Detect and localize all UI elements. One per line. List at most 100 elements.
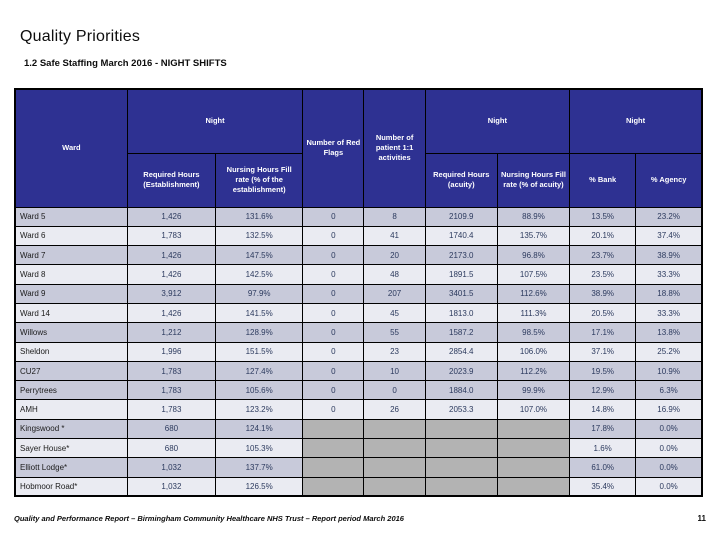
cell-fill_est: 123.2% [215, 399, 304, 420]
cell-one_to_one: 26 [363, 399, 426, 420]
cell-fill_est: 147.5% [215, 245, 304, 266]
cell-agency: 10.9% [635, 360, 703, 382]
cell-req_est: 1,426 [126, 264, 217, 285]
cell-req_acuity: 2023.9 [424, 360, 498, 382]
cell-req_acuity: 2173.0 [424, 245, 498, 266]
cell-red_flags [302, 457, 365, 478]
cell-bank: 20.5% [569, 302, 637, 324]
cell-req_est: 1,783 [126, 399, 217, 420]
cell-red_flags: 0 [302, 302, 365, 324]
cell-req_est: 1,426 [126, 302, 217, 324]
cell-one_to_one: 20 [363, 245, 426, 266]
cell-agency: 25.2% [635, 341, 703, 362]
cell-req_acuity: 2109.9 [424, 206, 498, 227]
cell-req_acuity: 3401.5 [424, 283, 498, 304]
cell-req_est: 1,426 [126, 245, 217, 266]
cell-req_est: 1,783 [126, 225, 217, 247]
cell-one_to_one [363, 438, 426, 459]
cell-req_est: 680 [126, 418, 217, 440]
cell-one_to_one: 10 [363, 360, 426, 382]
cell-bank: 12.9% [569, 380, 637, 401]
table-row: Perrytrees 1,783 105.6% 0 0 1884.0 99.9% 12.9% 6… [14, 380, 703, 401]
cell-ward: Ward 9 [14, 283, 128, 304]
cell-ward: Kingswood * [14, 418, 128, 440]
cell-fill_acuity: 96.8% [496, 245, 571, 266]
cell-bank: 19.5% [569, 360, 637, 382]
cell-fill_acuity: 99.9% [496, 380, 571, 401]
page-title: Quality Priorities [20, 28, 141, 45]
cell-ward: Elliott Lodge* [14, 457, 128, 478]
cell-one_to_one: 207 [363, 283, 426, 304]
cell-req_acuity: 1587.2 [424, 322, 498, 343]
cell-fill_acuity: 111.3% [496, 302, 571, 324]
header-required-hours-acuity: Required Hours (acuity) [424, 152, 498, 208]
cell-fill_est: 105.3% [215, 438, 304, 459]
header-fill-rate-acuity: Nursing Hours Fill rate (% of acuity) [496, 152, 571, 208]
cell-agency: 13.8% [635, 322, 703, 343]
cell-bank: 38.9% [569, 283, 637, 304]
cell-one_to_one [363, 457, 426, 478]
cell-ward: CU27 [14, 360, 128, 382]
cell-red_flags: 0 [302, 322, 365, 343]
page-number: 11 [697, 514, 706, 523]
cell-ward: AMH [14, 399, 128, 420]
header-percent-agency: % Agency [635, 152, 703, 208]
cell-req_acuity: 2854.4 [424, 341, 498, 362]
cell-one_to_one: 0 [363, 380, 426, 401]
cell-one_to_one: 8 [363, 206, 426, 227]
cell-agency: 0.0% [635, 438, 703, 459]
cell-req_acuity: 1740.4 [424, 225, 498, 247]
cell-req_acuity: 1884.0 [424, 380, 498, 401]
cell-fill_acuity: 112.6% [496, 283, 571, 304]
cell-bank: 35.4% [569, 476, 637, 497]
table-row: Ward 9 3,912 97.9% 0 207 3401.5 112.6% 38.9% 18.… [14, 283, 703, 304]
cell-ward: Ward 14 [14, 302, 128, 324]
cell-red_flags: 0 [302, 380, 365, 401]
cell-bank: 23.7% [569, 245, 637, 266]
cell-one_to_one [363, 418, 426, 440]
cell-fill_est: 141.5% [215, 302, 304, 324]
cell-fill_est: 132.5% [215, 225, 304, 247]
cell-bank: 17.1% [569, 322, 637, 343]
cell-req_acuity [424, 457, 498, 478]
cell-red_flags [302, 476, 365, 497]
cell-bank: 61.0% [569, 457, 637, 478]
cell-fill_acuity [496, 476, 571, 497]
cell-red_flags: 0 [302, 206, 365, 227]
cell-req_est: 1,426 [126, 206, 217, 227]
cell-ward: Sayer House* [14, 438, 128, 459]
safe-staffing-table: Ward Night Number of Red Flags Number of… [14, 88, 703, 498]
cell-bank: 1.6% [569, 438, 637, 459]
cell-agency: 6.3% [635, 380, 703, 401]
cell-fill_acuity [496, 418, 571, 440]
cell-ward: Ward 7 [14, 245, 128, 266]
table-row: Willows 1,212 128.9% 0 55 1587.2 98.5% 17.1% 13.… [14, 322, 703, 343]
cell-red_flags: 0 [302, 245, 365, 266]
cell-agency: 18.8% [635, 283, 703, 304]
page-subtitle: 1.2 Safe Staffing March 2016 - NIGHT SHI… [24, 58, 227, 69]
cell-fill_est: 124.1% [215, 418, 304, 440]
cell-agency: 37.4% [635, 225, 703, 247]
cell-req_acuity: 1891.5 [424, 264, 498, 285]
cell-req_acuity [424, 476, 498, 497]
header-fill-rate-establishment: Nursing Hours Fill rate (% of the establ… [215, 152, 304, 208]
cell-bank: 13.5% [569, 206, 637, 227]
cell-req_est: 1,032 [126, 457, 217, 478]
cell-fill_acuity: 107.0% [496, 399, 571, 420]
cell-ward: Ward 8 [14, 264, 128, 285]
cell-agency: 38.9% [635, 245, 703, 266]
cell-fill_est: 105.6% [215, 380, 304, 401]
cell-ward: Sheldon [14, 341, 128, 362]
cell-req_est: 1,783 [126, 380, 217, 401]
cell-req_est: 680 [126, 438, 217, 459]
table-row: Hobmoor Road* 1,032 126.5% 35.4% 0.0% [14, 476, 703, 497]
footer-text: Quality and Performance Report – Birming… [14, 514, 404, 523]
cell-ward: Willows [14, 322, 128, 343]
slide-footer: Quality and Performance Report – Birming… [14, 514, 706, 523]
cell-ward: Hobmoor Road* [14, 476, 128, 497]
table-row: Ward 8 1,426 142.5% 0 48 1891.5 107.5% 23.5% 33.… [14, 264, 703, 285]
cell-fill_est: 127.4% [215, 360, 304, 382]
header-percent-bank: % Bank [569, 152, 637, 208]
cell-agency: 16.9% [635, 399, 703, 420]
cell-fill_est: 128.9% [215, 322, 304, 343]
